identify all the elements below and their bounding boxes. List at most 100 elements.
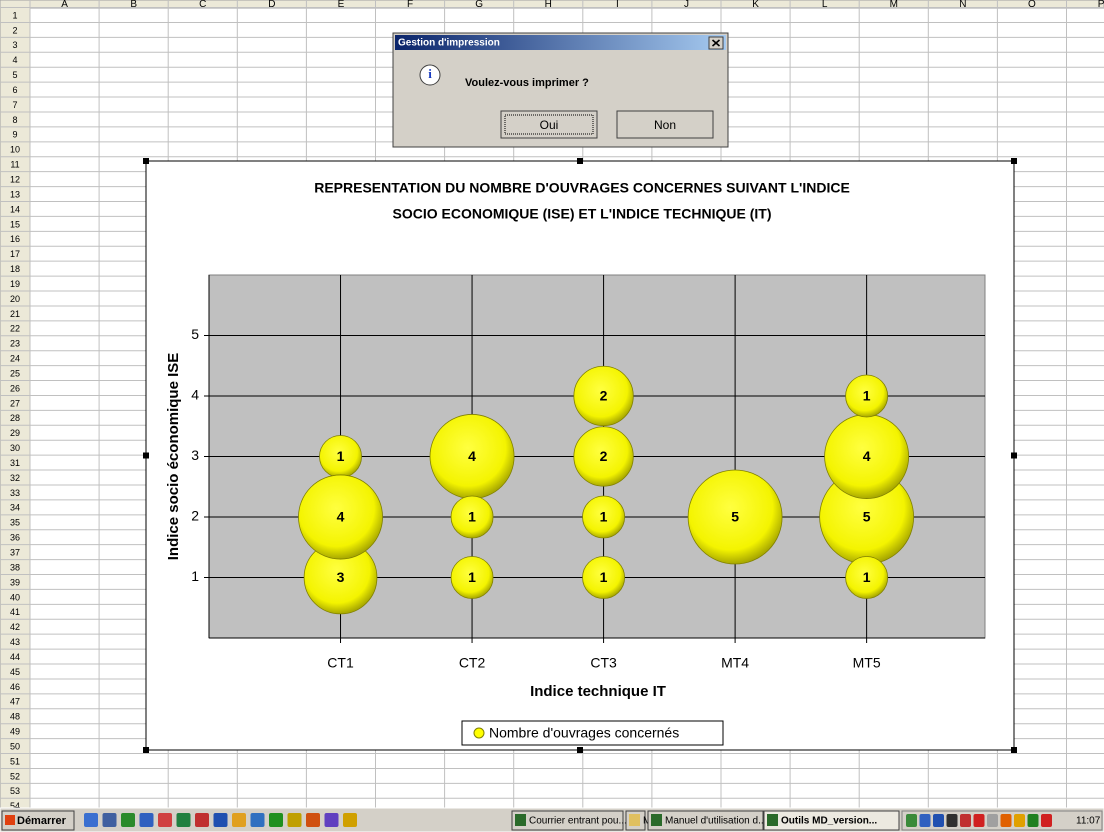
selection-handle: [1011, 747, 1017, 753]
row-header: 29: [10, 428, 20, 438]
row-header: 38: [10, 562, 20, 572]
row-header: 32: [10, 473, 20, 483]
y-tick-label: 3: [191, 447, 199, 463]
dialog-button-label: Non: [654, 118, 676, 132]
tray-icon[interactable]: [960, 814, 971, 827]
row-header: 33: [10, 488, 20, 498]
selection-handle: [1011, 452, 1017, 459]
quick-launch-icon[interactable]: [269, 813, 283, 827]
task-icon: [651, 814, 662, 826]
chart-title: REPRESENTATION DU NOMBRE D'OUVRAGES CONC…: [314, 180, 850, 196]
quick-launch-icon[interactable]: [324, 813, 339, 827]
row-header: 26: [10, 383, 20, 393]
y-tick-label: 4: [191, 387, 199, 403]
tray-icon[interactable]: [906, 814, 917, 827]
dialog-title-bar: [395, 35, 726, 50]
column-header: C: [199, 0, 206, 10]
column-header: L: [822, 0, 828, 10]
column-header: H: [545, 0, 552, 10]
tray-icon[interactable]: [1027, 814, 1039, 827]
row-header: 27: [10, 398, 20, 408]
row-header: 46: [10, 682, 20, 692]
data-label: 4: [468, 448, 476, 464]
row-header: 17: [10, 249, 20, 259]
tray-icon[interactable]: [919, 814, 931, 827]
selection-handle: [143, 158, 149, 164]
bubble: [845, 374, 889, 418]
task-icon: [515, 814, 526, 826]
selection-handle: [577, 747, 583, 753]
quick-launch-icon[interactable]: [287, 813, 302, 827]
task-icon: [767, 814, 778, 826]
clock: 11:07: [1076, 816, 1101, 827]
x-tick-label: CT1: [327, 655, 354, 671]
data-label: 1: [863, 388, 871, 404]
legend-marker: [473, 727, 485, 739]
start-label: Démarrer: [17, 815, 67, 827]
column-header: M: [890, 0, 898, 10]
tray-icon[interactable]: [946, 814, 958, 827]
x-tick-label: MT5: [853, 655, 881, 671]
row-header: 20: [10, 294, 20, 304]
row-header: 50: [10, 741, 20, 751]
quick-launch-icon[interactable]: [84, 813, 98, 827]
chart-title: SOCIO ECONOMIQUE (ISE) ET L'INDICE TECHN…: [392, 206, 771, 222]
row-header: 16: [10, 234, 20, 244]
start-button[interactable]: [1, 810, 75, 831]
quick-launch-icon[interactable]: [158, 813, 172, 827]
column-header: K: [752, 0, 759, 10]
row-header: 44: [10, 652, 20, 662]
task-icon: [629, 814, 640, 826]
row-header: 24: [10, 354, 20, 364]
tray-icon[interactable]: [987, 814, 998, 827]
quick-launch-icon[interactable]: [213, 813, 228, 827]
row-header: 34: [10, 503, 20, 513]
tray-icon[interactable]: [1041, 814, 1052, 827]
row-header: 25: [10, 368, 20, 378]
row-header: 31: [10, 458, 20, 468]
quick-launch-icon[interactable]: [232, 813, 246, 827]
task-button[interactable]: [647, 810, 764, 831]
row-header: 49: [10, 727, 20, 737]
data-label: 2: [600, 448, 608, 464]
dialog-button[interactable]: [616, 110, 714, 139]
row-header: 28: [10, 413, 20, 423]
column-header: F: [407, 0, 413, 10]
quick-launch-icon[interactable]: [176, 813, 191, 827]
row-header: 5: [12, 70, 17, 80]
row-header: 43: [10, 637, 20, 647]
quick-launch-icon[interactable]: [121, 813, 135, 827]
selection-handle: [143, 452, 149, 459]
task-button[interactable]: [511, 810, 624, 831]
quick-launch-icon[interactable]: [306, 813, 320, 827]
quick-launch-icon[interactable]: [343, 813, 357, 827]
dialog-button-label: Oui: [540, 118, 559, 132]
tray-icon[interactable]: [933, 814, 944, 827]
bubble: [582, 495, 625, 539]
row-header: 15: [10, 219, 20, 229]
start-logo: [5, 815, 15, 825]
selection-handle: [1011, 158, 1017, 164]
quick-launch-icon[interactable]: [195, 813, 209, 827]
tray-icon[interactable]: [1000, 814, 1012, 827]
row-header: 22: [10, 324, 20, 334]
column-header-bar: [0, 0, 1104, 9]
quick-launch-icon[interactable]: [250, 813, 265, 827]
info-letter: i: [428, 66, 432, 81]
tray-icon[interactable]: [1014, 814, 1025, 827]
task-button[interactable]: [763, 810, 900, 831]
row-header: 7: [12, 100, 17, 110]
x-tick-label: CT3: [590, 655, 617, 671]
data-label: 2: [600, 388, 608, 404]
bubble: [450, 495, 494, 539]
quick-launch-icon[interactable]: [102, 813, 117, 827]
tray-icon[interactable]: [973, 814, 985, 827]
quick-launch-icon[interactable]: [139, 813, 154, 827]
row-header: 35: [10, 518, 20, 528]
bubble: [582, 556, 625, 599]
data-label: 1: [468, 509, 476, 525]
data-label: 4: [337, 509, 345, 525]
y-axis-label: Indice socio économique ISE: [165, 353, 182, 561]
